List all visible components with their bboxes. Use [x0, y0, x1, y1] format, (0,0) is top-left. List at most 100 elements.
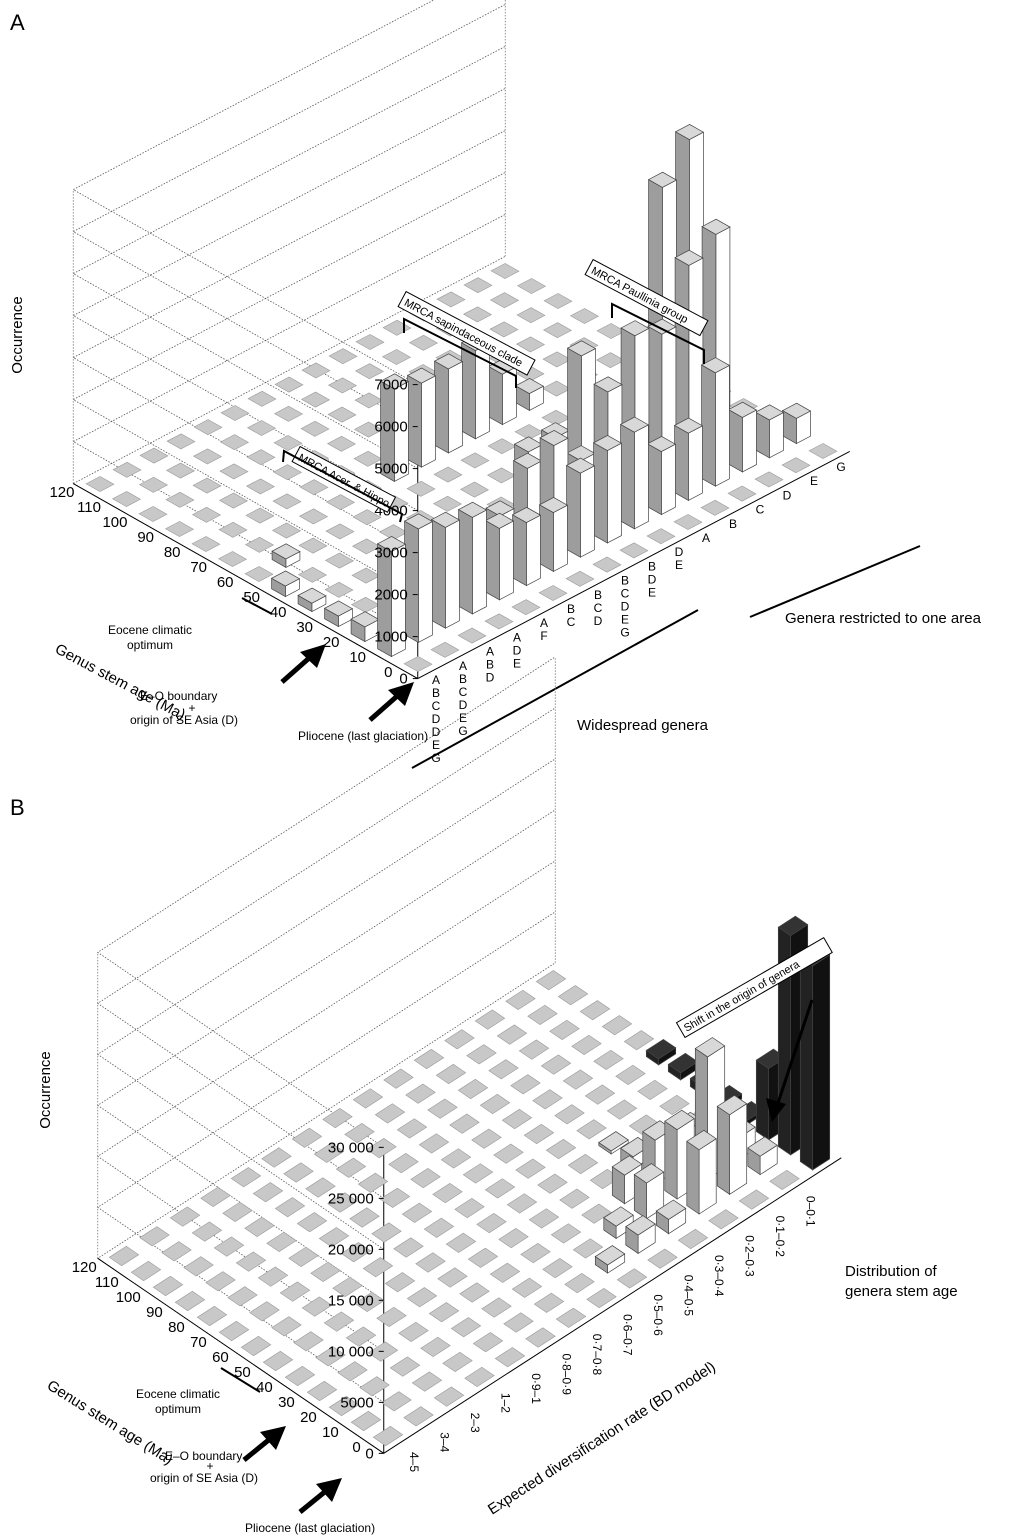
empty-cell: [273, 405, 304, 422]
y-tick-label: 5000: [374, 461, 407, 478]
area-letter: C: [567, 615, 576, 629]
empty-cell: [274, 1197, 306, 1218]
bar-face: [742, 409, 757, 473]
bar-top: [593, 376, 623, 393]
empty-cell: [325, 494, 356, 511]
empty-cell: [450, 1317, 482, 1338]
svg-text:optimum: optimum: [155, 1402, 201, 1416]
empty-cell: [562, 1069, 594, 1090]
panel-a-bars: [270, 124, 812, 658]
empty-cell: [405, 1083, 436, 1104]
empty-cell: [247, 390, 277, 407]
empty-cell: [440, 1148, 472, 1169]
empty-cell: [244, 536, 275, 553]
empty-cell: [493, 1143, 524, 1164]
empty-cell: [205, 1271, 236, 1292]
empty-cell: [567, 1153, 599, 1175]
bar: [433, 353, 464, 454]
bar-top: [667, 1052, 699, 1074]
panel-b-arrow-pliocene: [298, 1478, 342, 1514]
area-letter: A: [432, 673, 440, 687]
empty-cell: [139, 447, 169, 464]
bar: [594, 1245, 626, 1274]
empty-cell: [318, 1227, 350, 1248]
empty-cell: [571, 1034, 602, 1055]
bar: [460, 335, 491, 440]
bar: [457, 501, 488, 615]
empty-cell: [584, 1084, 616, 1105]
empty-cell: [420, 1336, 451, 1357]
empty-cell: [520, 1243, 551, 1264]
bar-face: [664, 1120, 678, 1200]
empty-cell: [576, 1119, 607, 1140]
empty-cell: [388, 1153, 419, 1174]
panel-a-grid: [72, 0, 850, 680]
empty-cell: [344, 1123, 375, 1144]
bar-top: [457, 501, 488, 518]
area-letter: E: [648, 585, 656, 599]
area-letter: B: [432, 686, 440, 700]
empty-cell: [445, 1232, 477, 1253]
empty-cell: [196, 1305, 228, 1327]
empty-cell: [484, 1178, 516, 1199]
empty-cell: [349, 1207, 380, 1228]
bar-top: [727, 401, 758, 418]
empty-cell: [430, 641, 460, 658]
age-tick-label: 80: [168, 1319, 185, 1336]
area-letter: A: [702, 531, 710, 545]
empty-cell: [564, 1273, 595, 1294]
bar-face: [686, 1140, 700, 1215]
age-tick-label: 20: [323, 634, 340, 651]
panel-a-ylabel: Occurrence: [9, 296, 26, 374]
empty-cell: [379, 1187, 411, 1208]
bar-top: [747, 1136, 778, 1157]
empty-cell: [384, 1272, 416, 1293]
bar-top: [655, 1199, 687, 1220]
empty-cell: [219, 463, 249, 480]
rate-label: 0·9–1: [529, 1373, 543, 1404]
y-tick-label: 20 000: [328, 1241, 374, 1258]
bar-top: [565, 457, 596, 474]
empty-cell: [494, 1347, 526, 1368]
empty-cell: [272, 464, 303, 481]
empty-cell: [406, 1287, 438, 1308]
empty-cell: [315, 1346, 346, 1367]
bar-face: [701, 364, 716, 487]
empty-cell: [411, 1371, 443, 1392]
bar-top: [700, 357, 731, 374]
age-tick-label: 100: [116, 1289, 141, 1306]
empty-cell: [769, 1169, 800, 1190]
empty-cell: [218, 521, 248, 538]
bar: [799, 946, 831, 1171]
empty-cell: [489, 321, 519, 338]
bar-face: [539, 504, 554, 572]
empty-cell: [545, 1138, 577, 1160]
empty-cell: [549, 1019, 580, 1040]
empty-cell: [296, 1212, 328, 1233]
empty-cell: [328, 1395, 360, 1417]
bar-face: [607, 442, 622, 544]
bar-face: [647, 443, 662, 516]
area-label: E: [810, 474, 818, 488]
empty-cell: [272, 493, 302, 510]
bar: [747, 1136, 778, 1176]
empty-cell: [525, 1327, 556, 1348]
y-tick-label: 1000: [374, 629, 407, 646]
bar: [646, 436, 677, 516]
svg-text:E–O boundary: E–O boundary: [140, 689, 217, 703]
area-letter: C: [459, 685, 468, 699]
empty-cell: [541, 380, 572, 397]
empty-cell: [466, 1044, 497, 1065]
empty-cell: [595, 352, 626, 369]
bar-face: [488, 365, 503, 426]
bar: [376, 536, 407, 658]
panel-b-arrow-eo: [242, 1426, 286, 1462]
empty-cell: [472, 1332, 504, 1353]
empty-cell: [138, 476, 169, 493]
empty-cell: [474, 1009, 506, 1030]
empty-cell: [191, 506, 222, 523]
empty-cell: [362, 1257, 394, 1278]
empty-cell: [592, 556, 622, 573]
